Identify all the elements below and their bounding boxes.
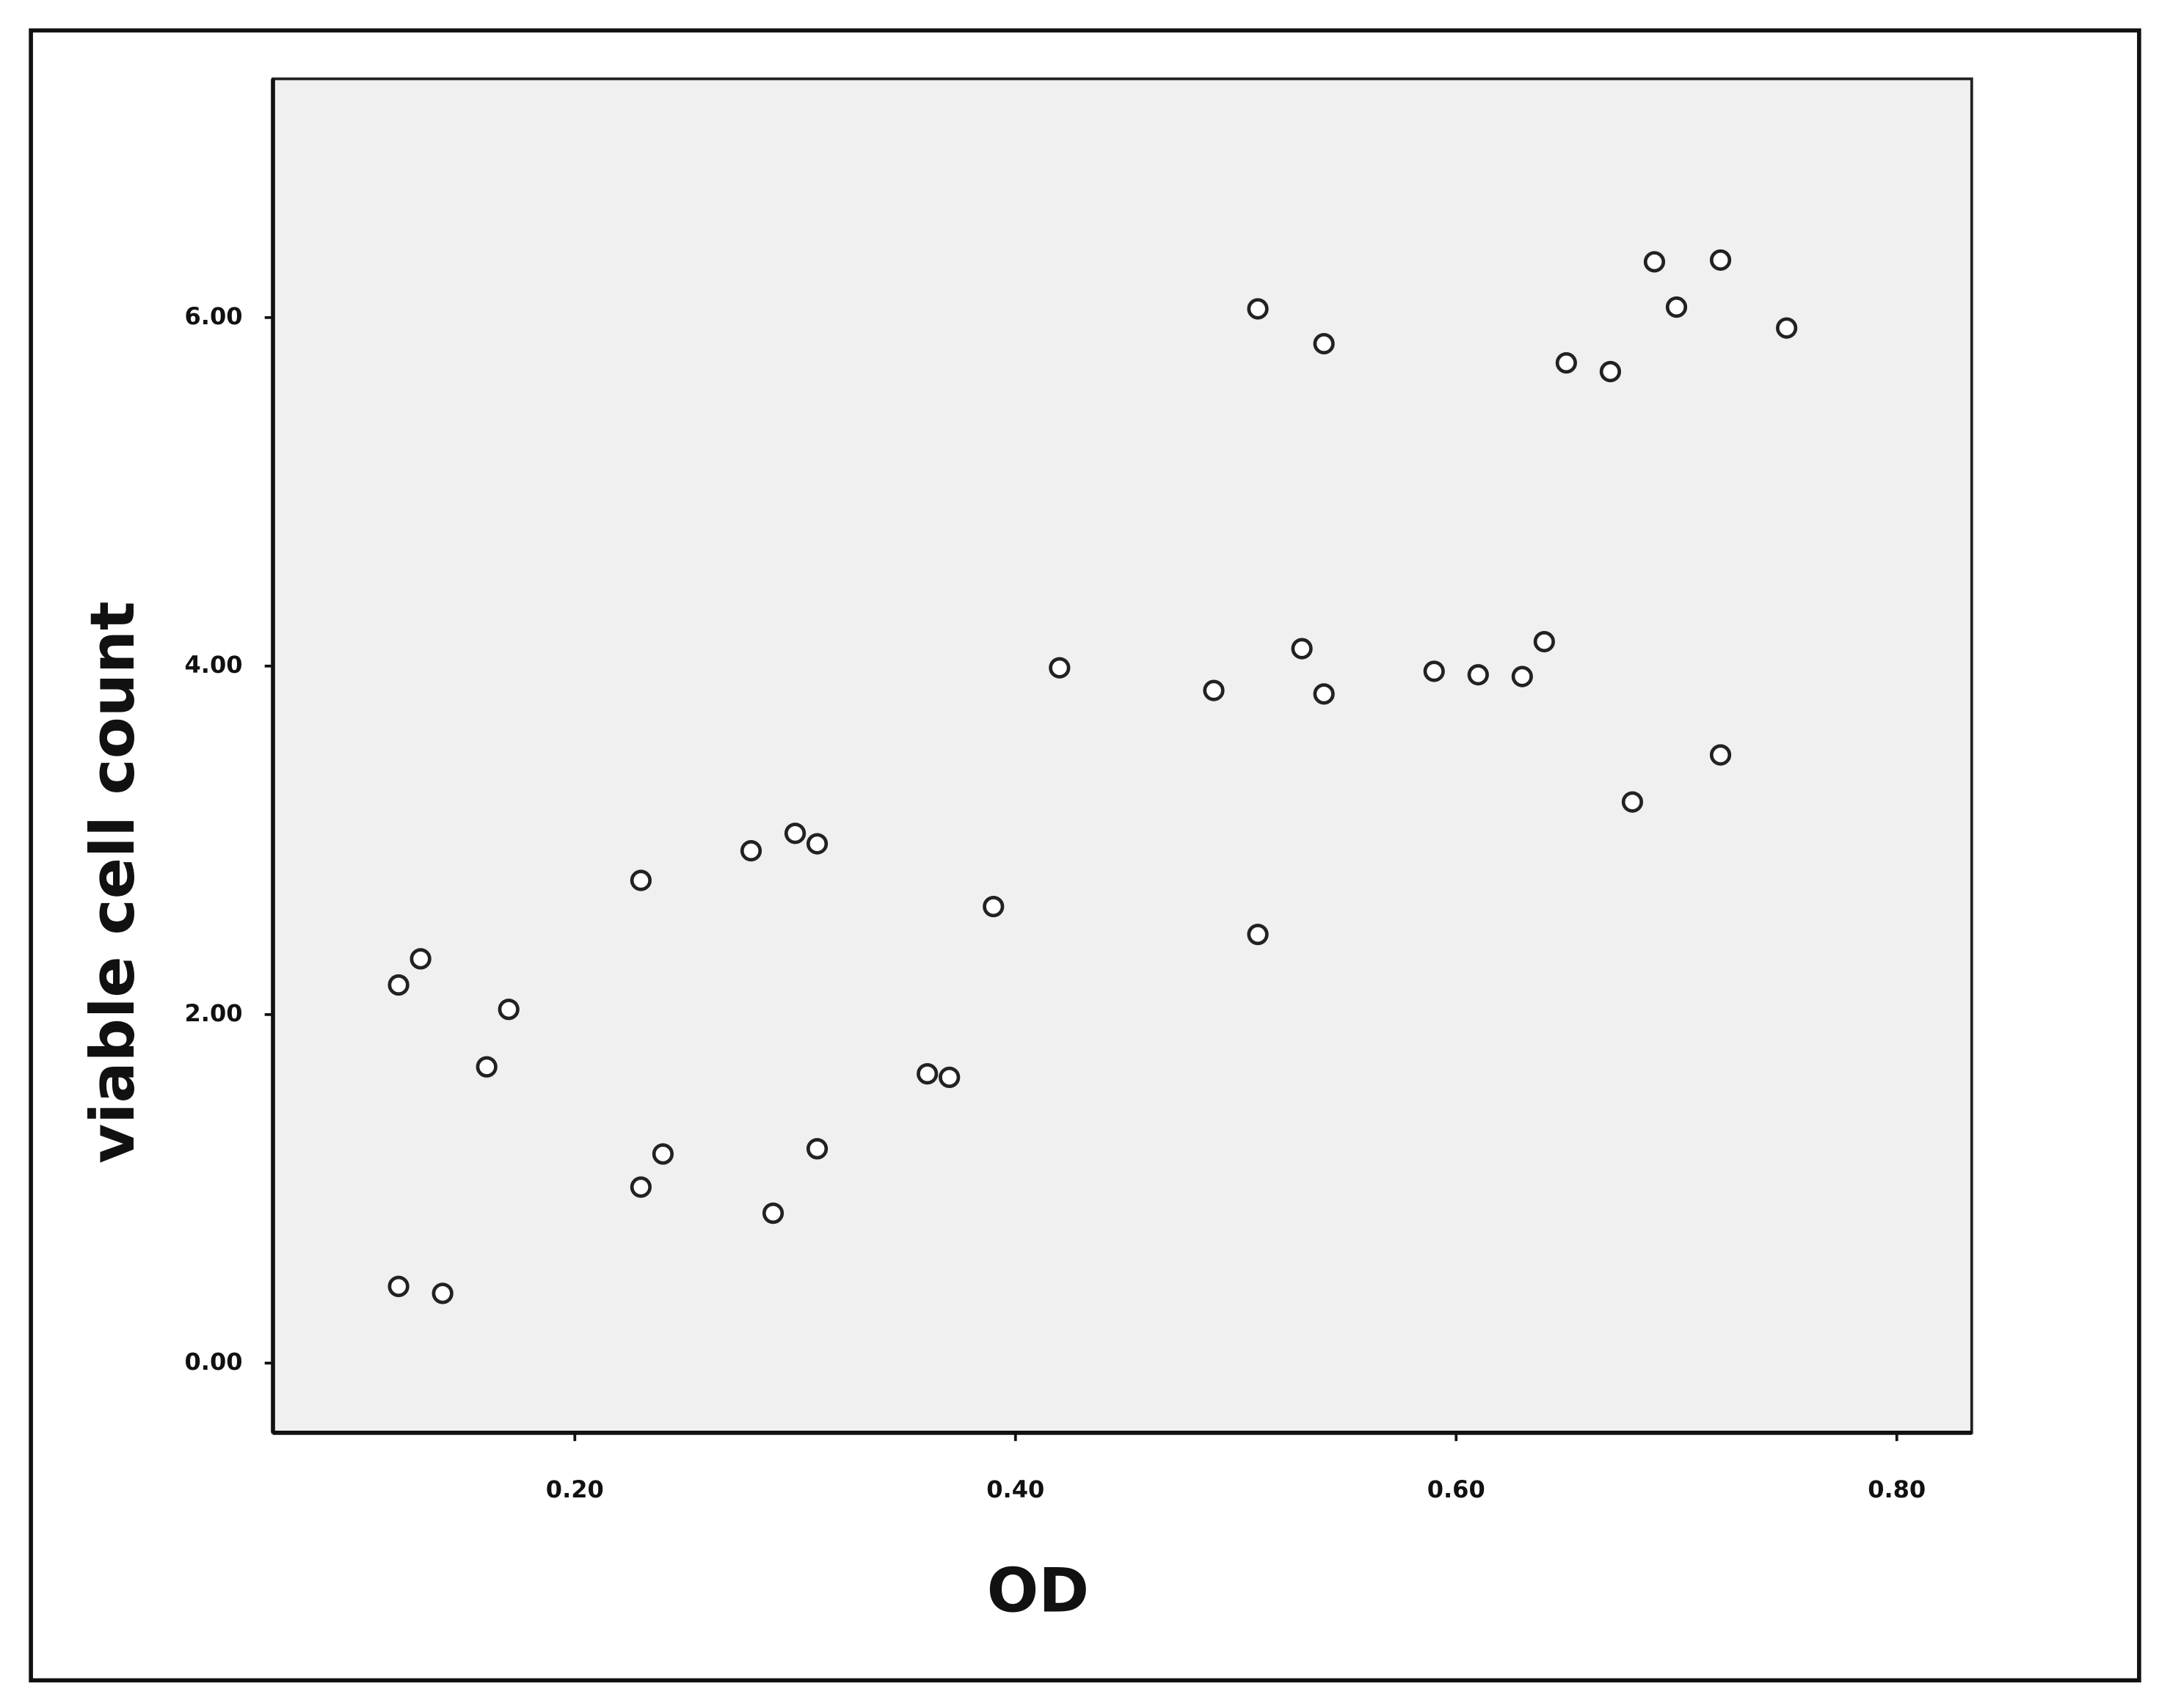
- point: [432, 1282, 454, 1304]
- point: [806, 1138, 829, 1160]
- point: [1775, 317, 1798, 339]
- point: [652, 1143, 674, 1165]
- point: [1555, 351, 1577, 374]
- point: [740, 839, 762, 862]
- point: [409, 948, 432, 970]
- point: [1467, 664, 1489, 686]
- point: [762, 1202, 784, 1225]
- point: [630, 869, 652, 891]
- x-tick-label: 0.40: [986, 1475, 1044, 1503]
- point: [387, 1275, 409, 1297]
- point: [387, 974, 409, 996]
- point: [1291, 638, 1313, 660]
- point: [917, 1063, 939, 1085]
- y-tick-label: 6.00: [184, 302, 242, 330]
- y-tick-label: 4.00: [184, 651, 242, 679]
- point: [1643, 251, 1666, 273]
- point: [630, 1176, 652, 1198]
- point: [1599, 360, 1622, 383]
- x-axis-title: OD: [987, 1555, 1089, 1626]
- point: [784, 822, 807, 844]
- point: [1665, 296, 1688, 318]
- y-axis-title: viable cell count: [77, 601, 148, 1163]
- point: [1621, 791, 1644, 813]
- y-tick-label: 2.00: [184, 999, 242, 1027]
- point: [1423, 660, 1445, 682]
- x-tick-label: 0.20: [546, 1475, 604, 1503]
- point: [1709, 249, 1732, 271]
- point: [476, 1056, 498, 1078]
- point: [1709, 744, 1732, 766]
- point: [1247, 924, 1269, 946]
- x-tick-label: 0.60: [1427, 1475, 1485, 1503]
- point: [1049, 657, 1071, 679]
- point: [1533, 630, 1555, 653]
- point: [806, 833, 829, 855]
- point: [1313, 683, 1335, 705]
- y-tick-label: 0.00: [184, 1348, 242, 1376]
- point: [983, 895, 1005, 918]
- x-tick-label: 0.80: [1868, 1475, 1926, 1503]
- point: [1511, 665, 1533, 687]
- point: [1203, 679, 1225, 701]
- point: [939, 1066, 961, 1088]
- plot-area: [272, 77, 1973, 1434]
- point: [1313, 332, 1335, 355]
- point: [1247, 298, 1269, 320]
- point: [498, 999, 520, 1021]
